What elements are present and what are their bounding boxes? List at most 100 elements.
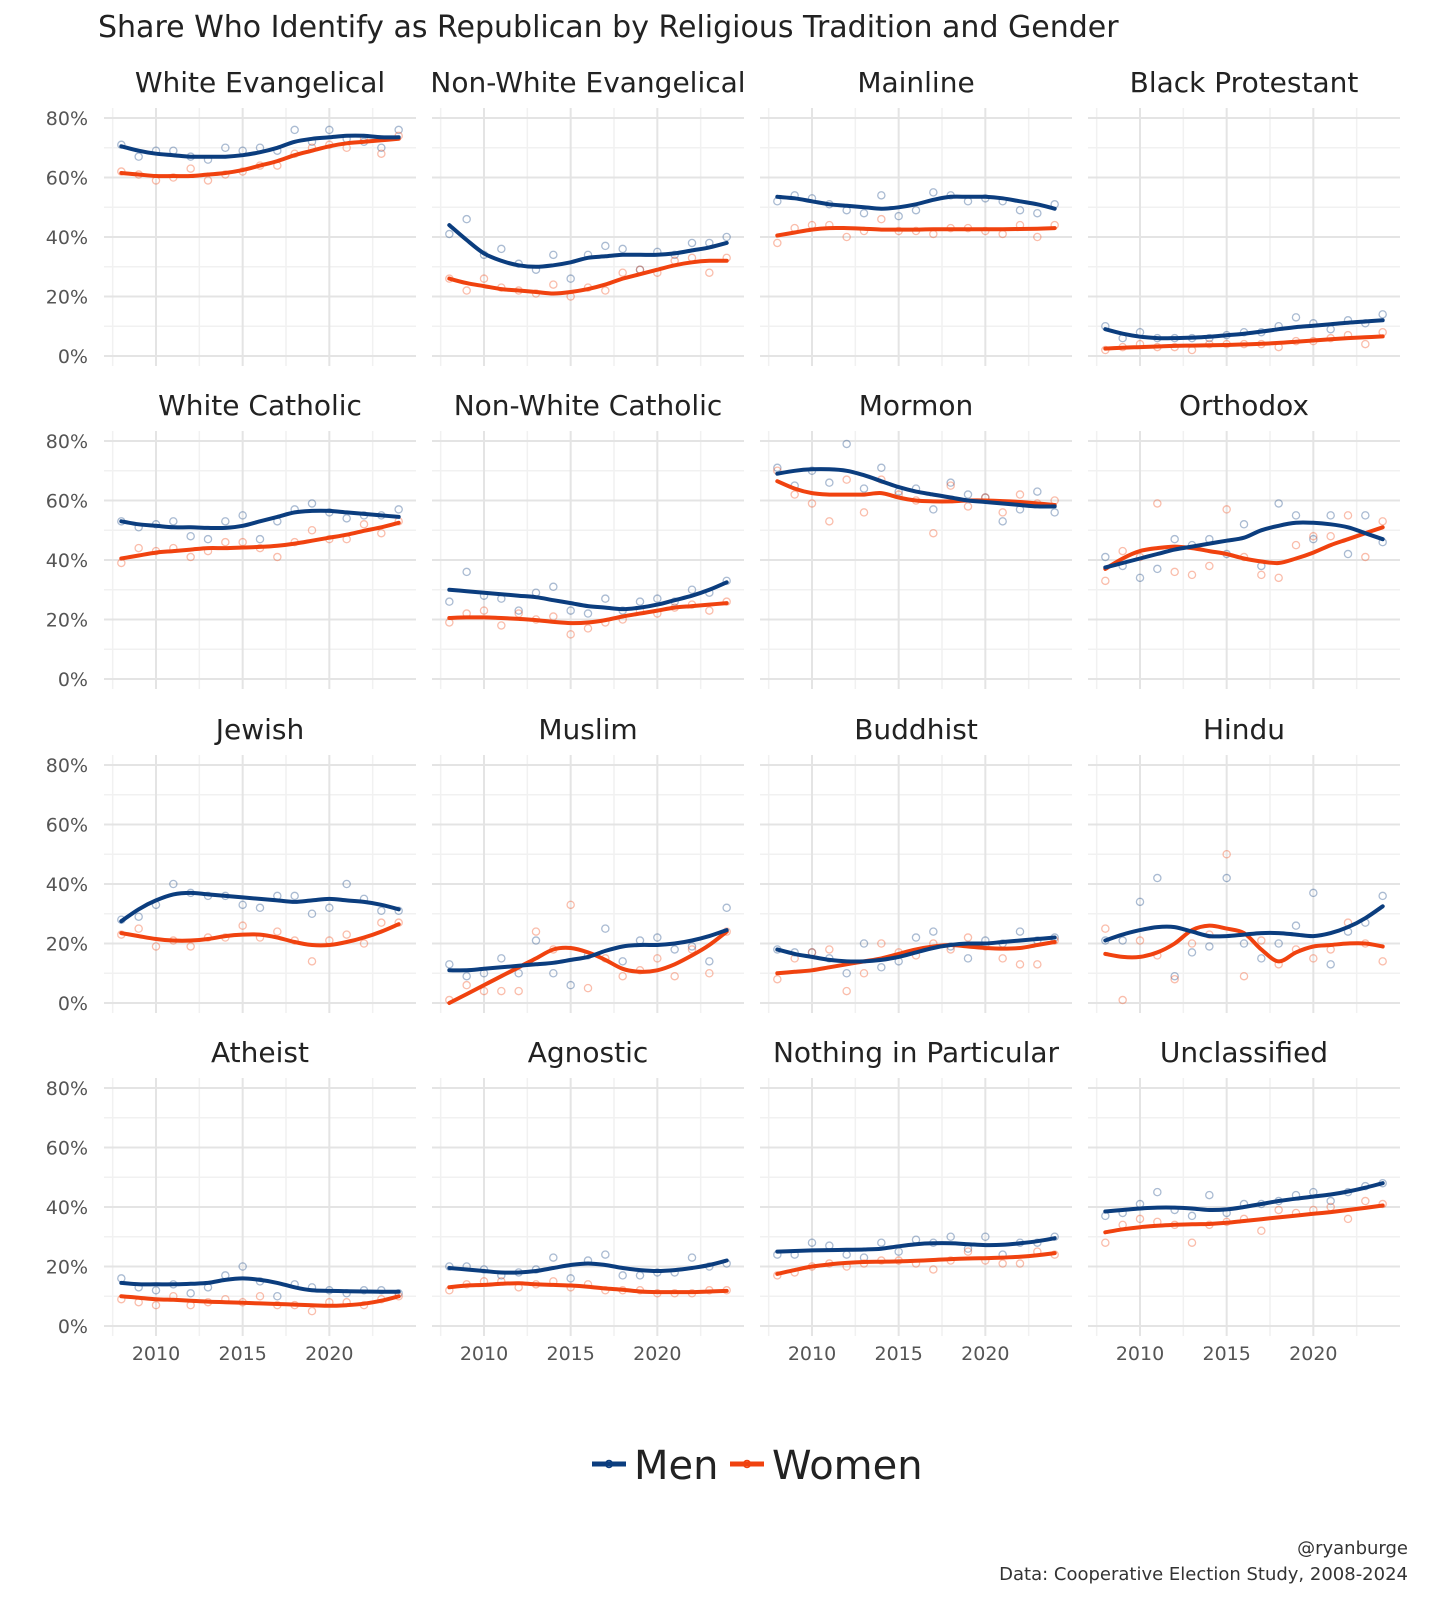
men-point xyxy=(377,143,386,152)
facet-panel: Muslim xyxy=(432,713,744,1013)
men-point xyxy=(635,597,645,606)
women-point xyxy=(1257,1226,1266,1236)
women-point xyxy=(670,971,679,981)
facet-label: Unclassified xyxy=(1160,1036,1328,1069)
men-point xyxy=(653,933,662,942)
men-point xyxy=(1135,573,1145,583)
men-point xyxy=(1378,891,1387,901)
women-point xyxy=(1101,576,1110,586)
men-point xyxy=(911,205,921,215)
men-point xyxy=(1033,487,1042,496)
men-point xyxy=(273,1292,282,1301)
men-point xyxy=(290,125,299,135)
men-point xyxy=(549,582,558,592)
legend-men: Men xyxy=(592,1443,718,1489)
men-point xyxy=(687,1253,697,1262)
men-point xyxy=(1291,511,1301,520)
caption-source: Data: Cooperative Election Study, 2008-2… xyxy=(999,1564,1408,1585)
men-point xyxy=(394,906,403,916)
y-tick-label: 40% xyxy=(46,227,88,249)
women-trend-line xyxy=(447,929,729,1005)
x-tick-label: 2015 xyxy=(1202,1343,1250,1365)
men-point xyxy=(1015,927,1025,936)
men-point xyxy=(946,1232,955,1242)
men-point xyxy=(394,505,403,514)
men-point xyxy=(1239,939,1249,948)
women-trend-line xyxy=(119,1294,401,1308)
men-point xyxy=(1309,534,1318,544)
men-trend-line xyxy=(775,467,1057,509)
men-point xyxy=(514,606,523,615)
women-trend-line xyxy=(775,225,1057,238)
men-point xyxy=(1326,511,1335,520)
facet-panel: Black Protestant xyxy=(1088,66,1400,366)
facet-label: Mainline xyxy=(857,66,974,99)
men-point xyxy=(963,490,973,499)
women-point xyxy=(1257,570,1266,580)
men-point xyxy=(877,463,886,473)
men-point xyxy=(566,980,575,990)
women-point xyxy=(929,528,938,538)
men-trend-line xyxy=(447,580,729,612)
men-point xyxy=(859,939,869,948)
women-point xyxy=(1343,511,1353,520)
men-point xyxy=(1291,921,1301,930)
men-point xyxy=(1015,205,1025,215)
men-point xyxy=(687,585,697,595)
women-trend-line xyxy=(1103,525,1385,571)
facet-panel: Non-White Catholic xyxy=(432,389,744,689)
x-tick-label: 2020 xyxy=(961,1343,1009,1365)
women-point xyxy=(998,1259,1007,1268)
x-tick-label: 2020 xyxy=(305,1343,353,1365)
men-point xyxy=(151,1286,161,1295)
men-point xyxy=(1170,534,1179,544)
y-tick-label: 20% xyxy=(46,934,88,956)
men-point xyxy=(946,478,955,487)
men-point xyxy=(825,478,834,487)
men-point xyxy=(1101,552,1110,562)
women-point xyxy=(531,927,541,936)
y-tick-label: 0% xyxy=(58,1316,88,1338)
men-point xyxy=(1326,960,1335,969)
y-tick-label: 20% xyxy=(46,287,88,309)
men-point xyxy=(221,517,230,526)
women-point xyxy=(825,517,834,526)
men-point xyxy=(1239,520,1249,529)
men-point xyxy=(531,936,541,945)
women-point xyxy=(1309,954,1318,963)
men-trend-line xyxy=(119,1276,401,1294)
women-trend-line xyxy=(447,1281,729,1295)
women-point xyxy=(687,945,697,954)
facet-panel: Mainline xyxy=(760,66,1072,366)
men-point xyxy=(462,971,471,981)
women-point xyxy=(514,986,523,996)
women-point xyxy=(773,974,782,984)
men-point xyxy=(462,567,471,577)
men-point xyxy=(1153,564,1162,574)
men-trend-line xyxy=(119,133,401,159)
women-point xyxy=(273,552,282,562)
men-point xyxy=(342,879,351,889)
men-point xyxy=(1309,888,1318,898)
men-point xyxy=(1170,971,1179,981)
men-point xyxy=(601,241,610,251)
legend-women: Women xyxy=(730,1443,923,1489)
facet-label: Nothing in Particular xyxy=(773,1036,1060,1069)
men-point xyxy=(549,1253,558,1262)
men-point xyxy=(583,609,593,618)
women-trend-line xyxy=(119,136,401,179)
x-tick-label: 2010 xyxy=(460,1343,508,1365)
women-point xyxy=(1257,936,1266,945)
women-point xyxy=(377,149,386,158)
men-point xyxy=(618,957,627,966)
men-point xyxy=(1378,310,1387,319)
men-trend-line xyxy=(1103,904,1385,943)
facet-panel: Buddhist xyxy=(760,713,1072,1013)
women-point xyxy=(877,214,886,224)
x-tick-label: 2015 xyxy=(874,1343,922,1365)
women-point xyxy=(1101,924,1110,933)
women-point xyxy=(1378,957,1387,966)
men-point xyxy=(117,140,126,150)
women-point xyxy=(151,942,161,951)
